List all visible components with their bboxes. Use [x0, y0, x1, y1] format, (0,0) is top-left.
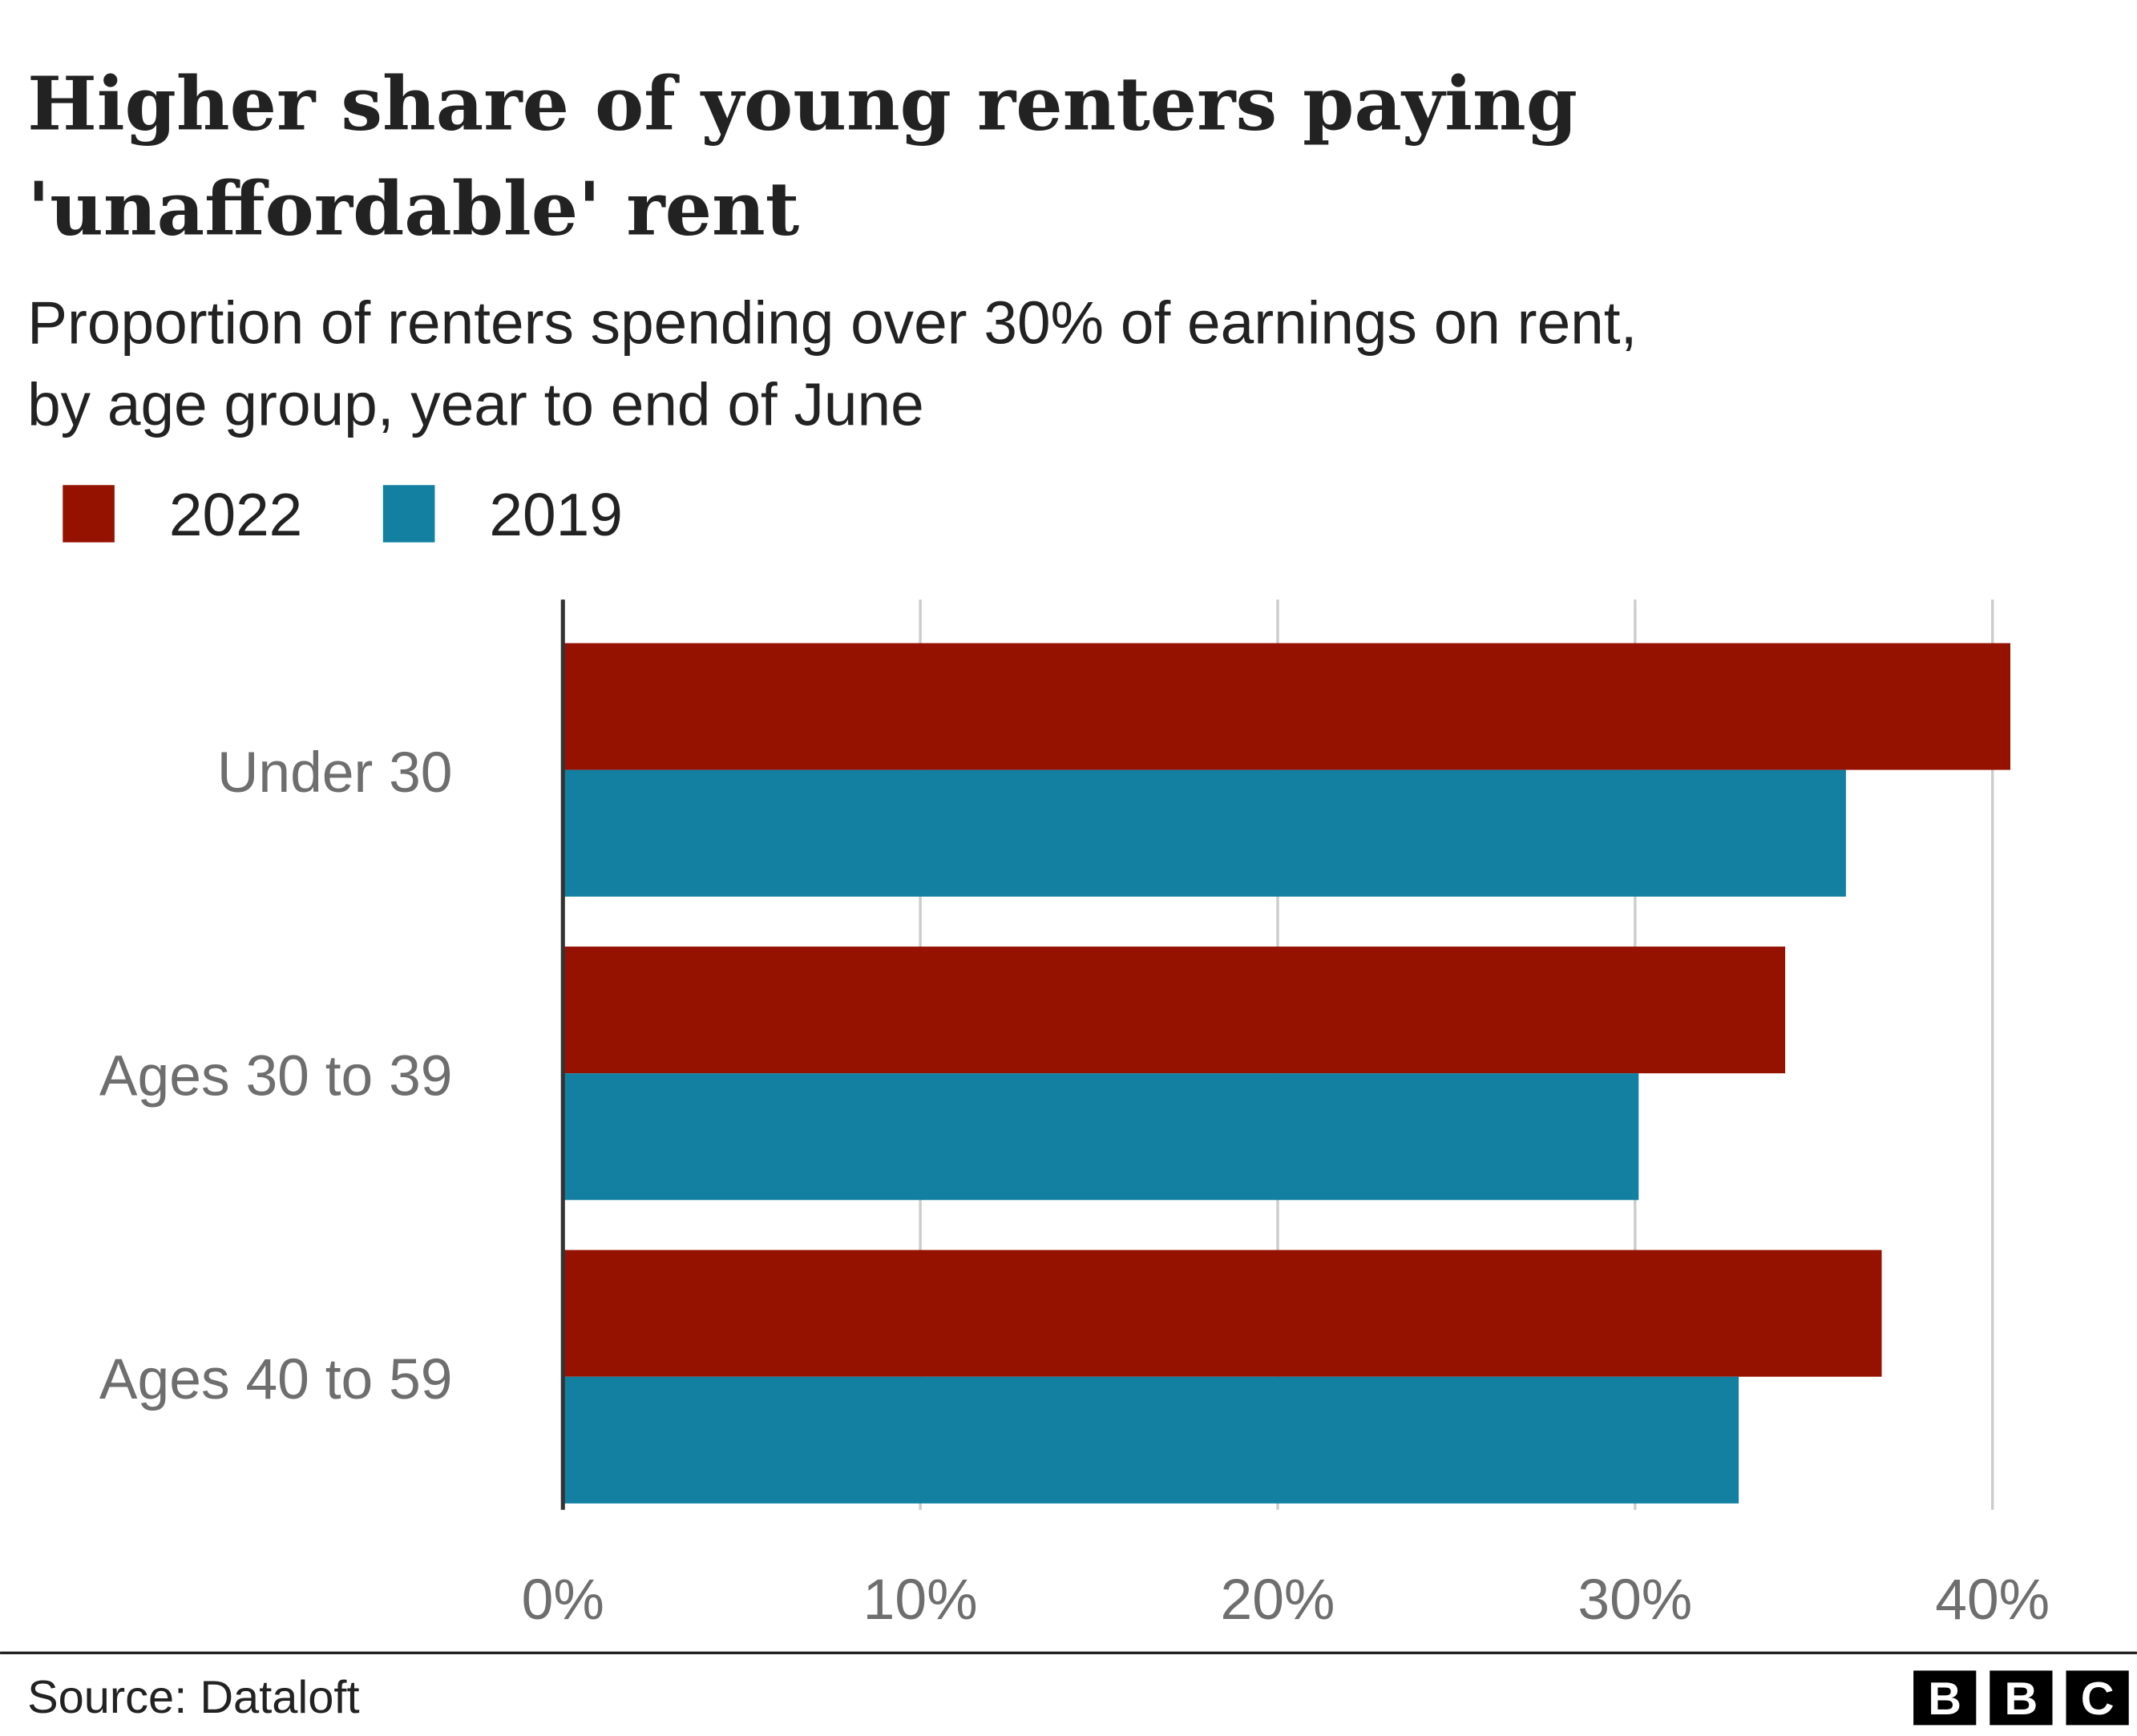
legend-swatch [63, 485, 115, 543]
legend-label: 2022 [169, 481, 302, 548]
category-label: Ages 40 to 59 [99, 1347, 453, 1411]
bar [563, 1073, 1639, 1201]
bar [563, 1250, 1882, 1377]
chart-subtitle: Proportion of renters spending over 30% … [27, 289, 1637, 356]
logo-box [1913, 1670, 1977, 1726]
legend-swatch [382, 485, 435, 543]
x-tick-label: 30% [1578, 1568, 1692, 1632]
chart-title: Higher share of young renters paying [27, 61, 1578, 147]
x-tick-label: 0% [522, 1568, 604, 1632]
bar [563, 769, 1846, 897]
chart-subtitle: by age group, year to end of June [27, 370, 924, 438]
category-label: Ages 30 to 39 [99, 1044, 453, 1108]
category-label: Under 30 [217, 741, 453, 805]
x-tick-label: 20% [1221, 1568, 1335, 1632]
logo-letter: C [2081, 1673, 2115, 1725]
x-tick-label: 10% [863, 1568, 978, 1632]
logo-letter: B [1928, 1673, 1961, 1725]
chart-title: 'unaffordable' rent [27, 165, 799, 252]
bar [563, 947, 1786, 1074]
logo-box [1990, 1670, 2053, 1726]
logo-box [2066, 1670, 2129, 1726]
x-tick-label: 40% [1935, 1568, 2050, 1632]
bar [563, 1376, 1739, 1504]
logo-letter: B [2005, 1673, 2038, 1725]
legend-label: 2019 [489, 481, 622, 548]
bar [563, 643, 2010, 770]
source: Source: Dataloft [27, 1672, 359, 1723]
